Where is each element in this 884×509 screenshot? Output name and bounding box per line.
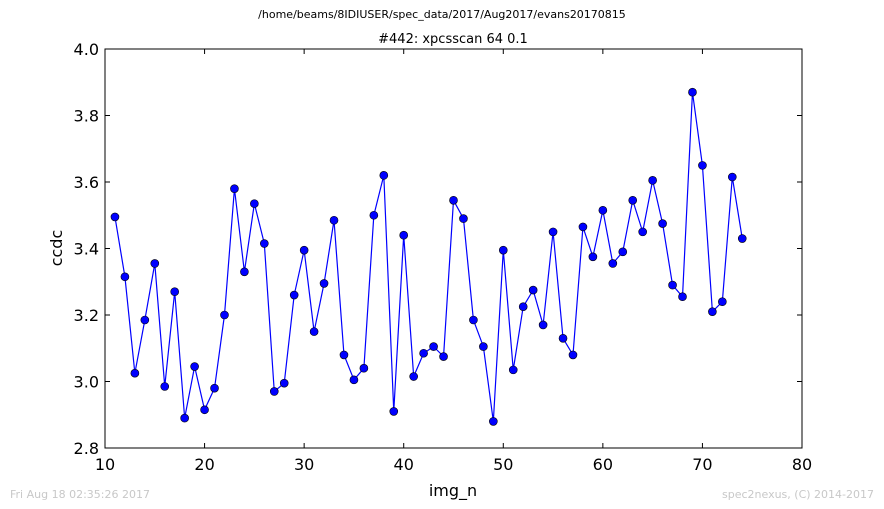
data-point	[548, 227, 558, 237]
data-point	[678, 292, 687, 302]
x-tick-label: 50	[493, 455, 513, 474]
data-point	[150, 259, 160, 268]
plot-area-frame	[104, 48, 803, 449]
data-point	[578, 222, 588, 232]
data-point	[648, 176, 657, 185]
data-point	[538, 320, 548, 330]
data-point	[429, 342, 438, 351]
x-tick-label: 40	[394, 455, 414, 474]
data-point	[210, 383, 219, 393]
data-point	[230, 184, 239, 193]
x-tick-label: 20	[194, 455, 214, 474]
data-point	[479, 342, 488, 351]
data-point	[727, 172, 737, 182]
data-point	[638, 227, 647, 237]
data-point	[688, 87, 697, 97]
y-tick-label: 4.0	[74, 40, 99, 59]
data-point	[170, 287, 179, 297]
data-point	[180, 413, 189, 423]
data-point	[260, 239, 269, 248]
x-axis-label: img_n	[429, 481, 477, 501]
figure-suptitle: /home/beams/8IDIUSER/spec_data/2017/Aug2…	[258, 8, 626, 21]
data-point	[588, 252, 598, 262]
data-point	[439, 352, 448, 361]
data-point	[339, 350, 349, 360]
x-tick-label: 30	[294, 455, 314, 474]
footer-credit: spec2nexus, (C) 2014-2017	[722, 488, 874, 501]
data-point	[160, 382, 170, 391]
data-point	[518, 302, 528, 311]
y-tick-label: 2.8	[74, 439, 99, 458]
x-tick-label: 70	[692, 455, 712, 474]
data-point	[220, 310, 229, 320]
y-tick-label: 3.0	[74, 373, 99, 392]
data-point	[329, 215, 339, 225]
data-point	[369, 210, 379, 220]
data-point	[449, 195, 458, 205]
footer-timestamp: Fri Aug 18 02:35:26 2017	[10, 488, 150, 501]
data-point	[508, 365, 518, 375]
data-point	[737, 234, 747, 243]
data-point	[498, 245, 508, 255]
data-point	[389, 407, 399, 416]
data-point	[110, 212, 120, 222]
data-point	[628, 195, 638, 205]
y-tick-label: 3.6	[74, 173, 99, 192]
x-tick-label: 10	[95, 455, 115, 474]
data-point	[708, 307, 717, 316]
data-point	[489, 417, 498, 426]
x-tick-label: 60	[593, 455, 613, 474]
data-point	[379, 171, 389, 180]
data-point	[309, 327, 319, 336]
y-axis-label: ccdc	[47, 230, 66, 267]
data-point	[698, 161, 707, 170]
y-tick-label: 3.8	[74, 107, 99, 126]
data-point	[419, 348, 428, 358]
data-point	[568, 350, 578, 360]
data-point	[469, 315, 478, 325]
data-point	[718, 297, 727, 307]
data-point	[598, 205, 608, 215]
y-tick-label: 3.4	[74, 240, 99, 259]
data-point	[658, 219, 667, 228]
data-point	[349, 375, 359, 385]
data-point	[279, 378, 289, 388]
data-point	[618, 247, 628, 257]
data-point	[409, 372, 418, 381]
data-point	[289, 290, 299, 300]
data-point	[299, 245, 309, 255]
data-point	[319, 279, 329, 288]
chart-title: #442: xpcsscan 64 0.1	[378, 32, 528, 47]
data-point	[130, 368, 140, 378]
x-tick-label: 80	[792, 455, 812, 474]
data-point	[558, 333, 568, 343]
data-point	[359, 363, 369, 373]
y-tick-label: 3.2	[74, 306, 99, 325]
data-point	[200, 405, 209, 415]
data-point	[120, 272, 130, 282]
data-point	[459, 214, 468, 223]
series-line	[114, 92, 743, 422]
data-point	[399, 230, 409, 240]
data-point	[140, 315, 150, 325]
data-point	[190, 362, 199, 371]
data-point	[250, 199, 259, 208]
data-point	[608, 259, 618, 268]
data-point	[240, 267, 249, 277]
data-point	[668, 280, 677, 290]
data-point	[269, 387, 279, 396]
data-point	[528, 285, 538, 295]
